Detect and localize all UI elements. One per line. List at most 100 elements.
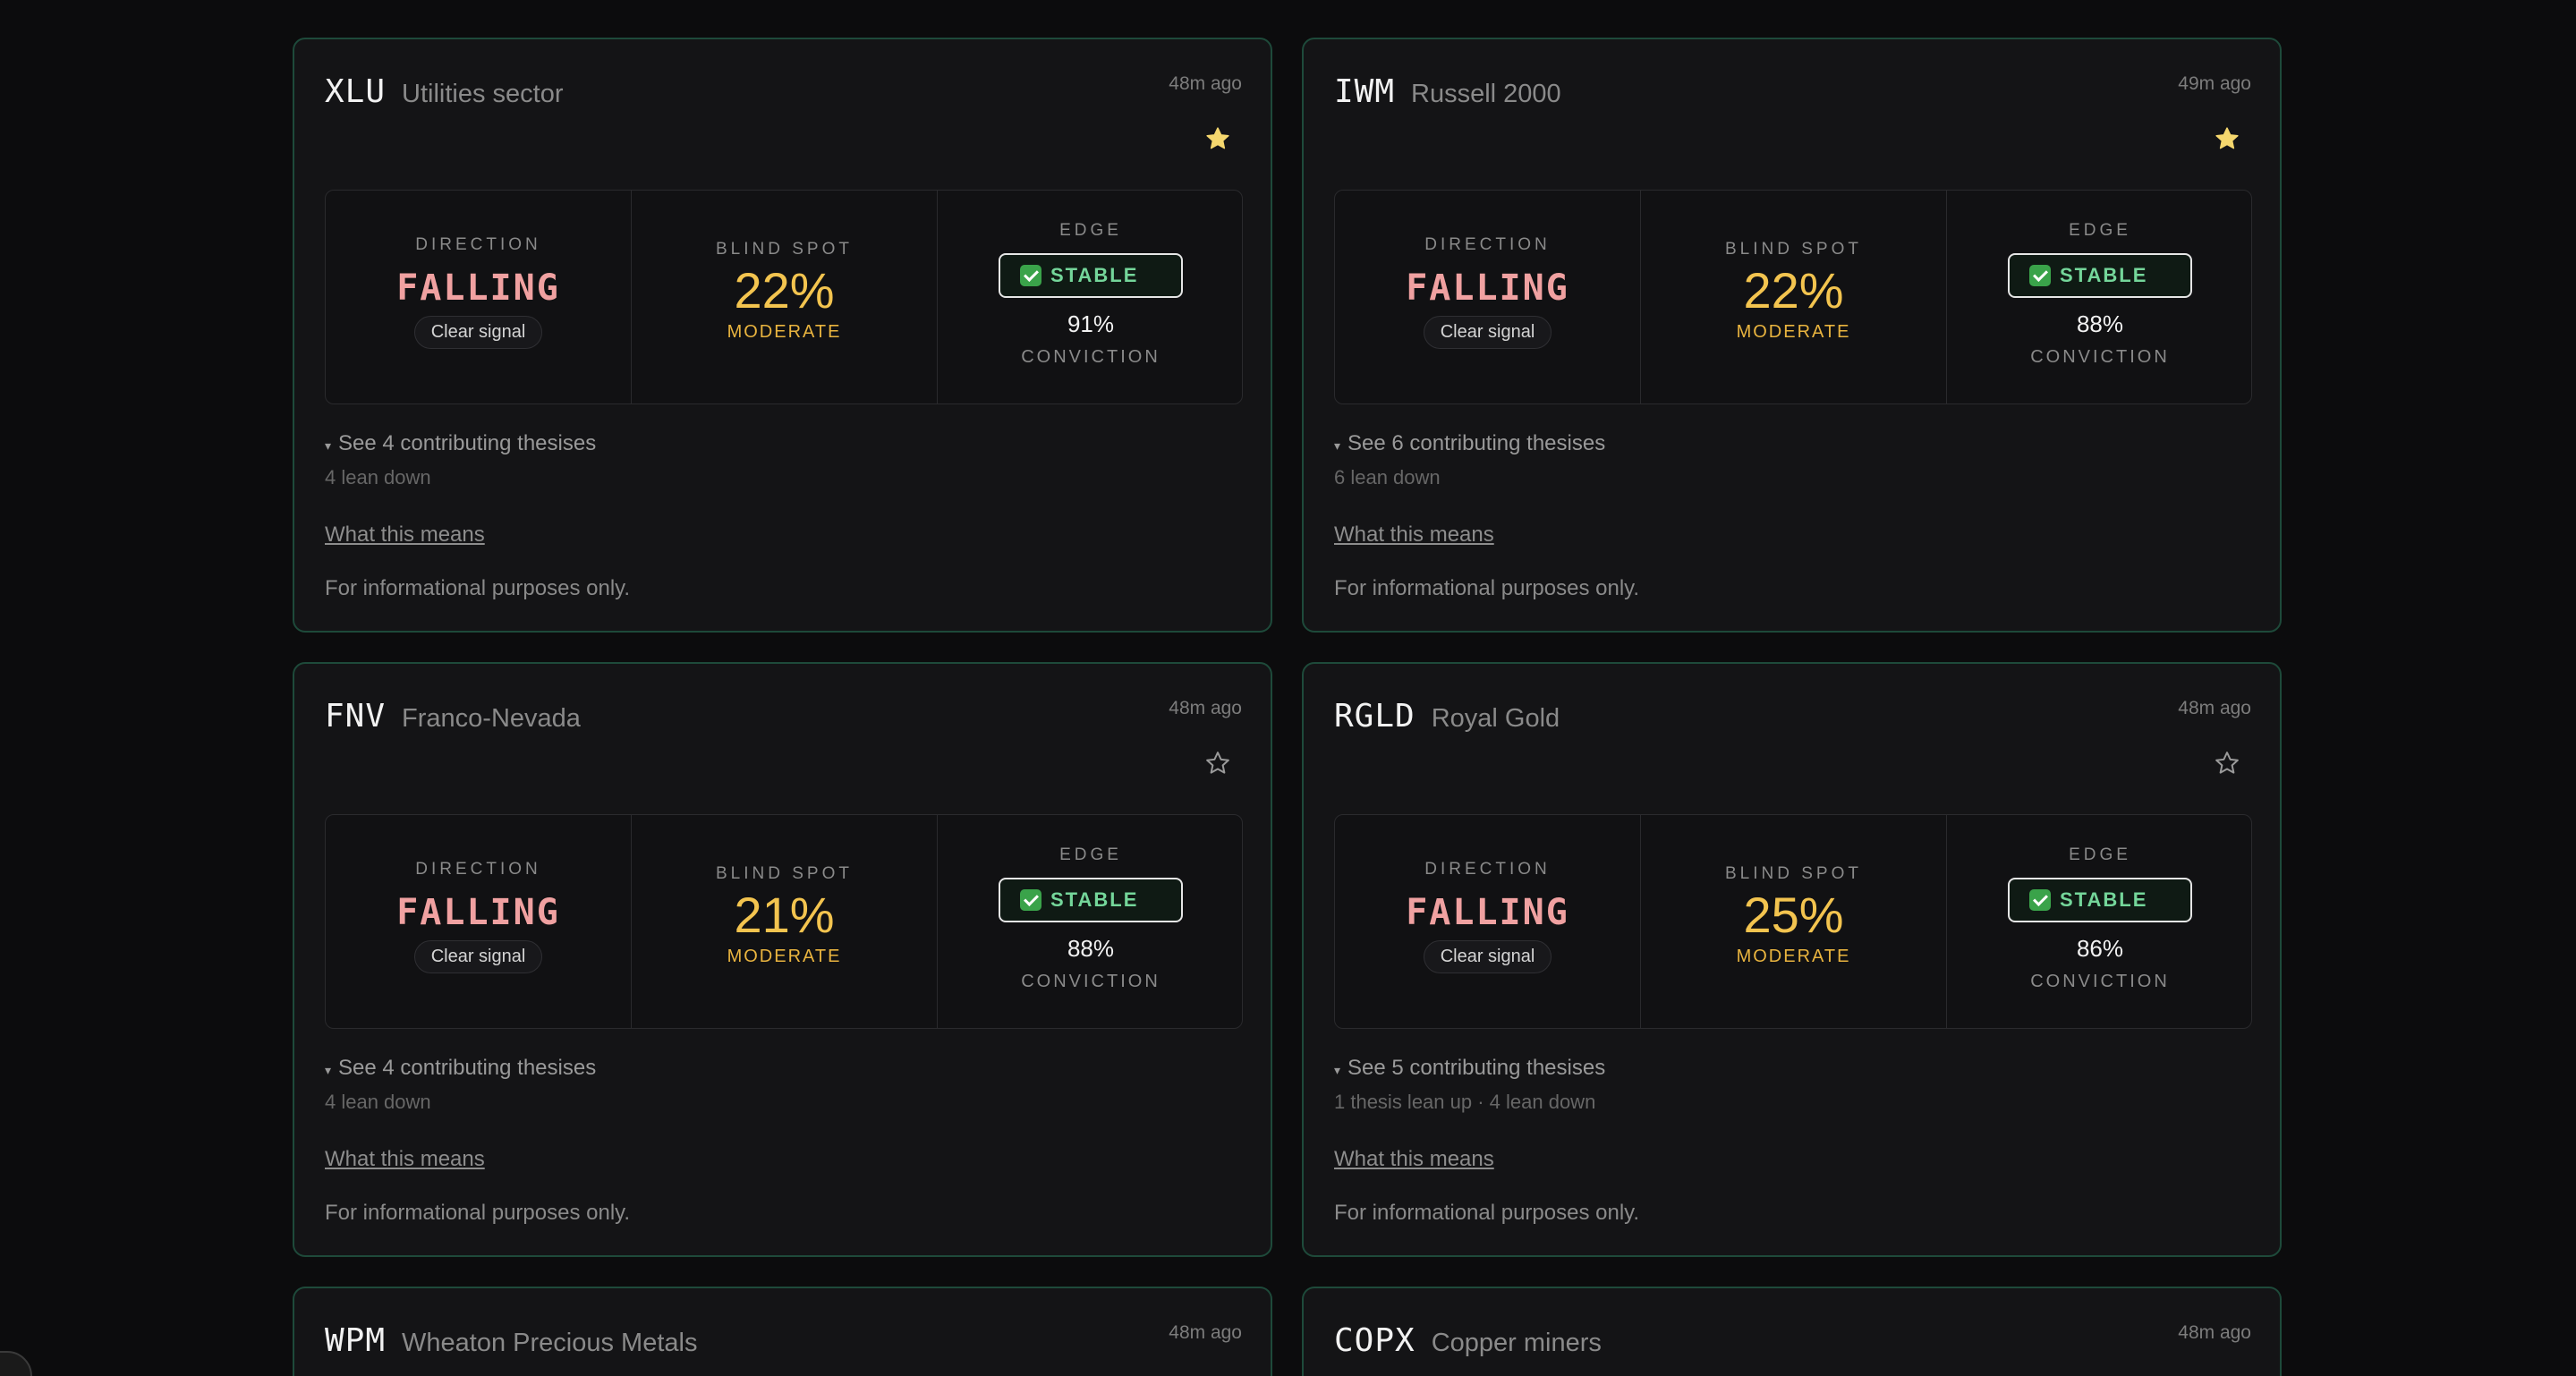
company-name: Utilities sector	[402, 80, 564, 108]
card-header: XLU Utilities sector	[325, 73, 564, 110]
blind-spot-level: MODERATE	[1736, 947, 1851, 966]
edge-status: STABLE	[2060, 264, 2148, 286]
contributing-theses-toggle[interactable]: ▾ See 6 contributing thesises	[1334, 431, 1605, 456]
ticker-card: XLU Utilities sector 48m ago DIRECTION F…	[293, 38, 1272, 633]
blind-spot-label: BLIND SPOT	[1725, 864, 1862, 883]
ticker-card: IWM Russell 2000 49m ago DIRECTION FALLI…	[1302, 38, 2282, 633]
caret-down-icon: ▾	[1334, 1063, 1341, 1077]
edge-label: EDGE	[2069, 845, 2131, 864]
ticker-card-grid: XLU Utilities sector 48m ago DIRECTION F…	[293, 38, 2282, 1376]
signal-stats: DIRECTION FALLING Clear signal BLIND SPO…	[325, 190, 1243, 404]
blind-spot-value: 22%	[734, 262, 835, 319]
edge-panel: EDGE STABLE 88% CONVICTION	[1947, 191, 2253, 403]
company-name: Russell 2000	[1411, 80, 1561, 108]
blind-spot-label: BLIND SPOT	[1725, 240, 1862, 259]
stable-badge: STABLE	[2008, 253, 2192, 298]
lean-summary: 4 lean down	[325, 1091, 431, 1113]
theses-text: See 4 contributing thesises	[338, 431, 597, 455]
conviction-value: 88%	[2076, 310, 2124, 337]
edge-panel: EDGE STABLE 88% CONVICTION	[938, 815, 1244, 1028]
card-header: RGLD Royal Gold	[1334, 698, 1560, 735]
star-filled-icon[interactable]	[2214, 125, 2240, 152]
star-outline-icon[interactable]	[2214, 750, 2240, 777]
clear-signal-pill[interactable]: Clear signal	[1423, 940, 1552, 973]
star-outline-icon[interactable]	[1204, 750, 1231, 777]
what-this-means-link[interactable]: What this means	[325, 1147, 485, 1171]
check-icon	[1020, 889, 1041, 911]
check-icon	[2029, 889, 2051, 911]
caret-down-icon: ▾	[1334, 438, 1341, 453]
theses-text: See 5 contributing thesises	[1348, 1056, 1606, 1080]
blind-spot-value: 25%	[1743, 887, 1844, 943]
card-header: COPX Copper miners	[1334, 1322, 1602, 1359]
ticker-symbol: WPM	[325, 1322, 387, 1359]
ticker-card: RGLD Royal Gold 48m ago DIRECTION FALLIN…	[1302, 662, 2282, 1257]
conviction-label: CONVICTION	[2030, 972, 2170, 991]
clear-signal-pill[interactable]: Clear signal	[1423, 316, 1552, 349]
what-this-means-link[interactable]: What this means	[325, 522, 485, 547]
blind-spot-value: 22%	[1743, 262, 1844, 319]
edge-panel: EDGE STABLE 91% CONVICTION	[938, 191, 1244, 403]
theses-text: See 6 contributing thesises	[1348, 431, 1606, 455]
updated-time: 48m ago	[1169, 73, 1242, 94]
contributing-theses-toggle[interactable]: ▾ See 5 contributing thesises	[1334, 1056, 1605, 1081]
conviction-label: CONVICTION	[2030, 347, 2170, 367]
clear-signal-pill[interactable]: Clear signal	[413, 316, 543, 349]
contributing-theses-toggle[interactable]: ▾ See 4 contributing thesises	[325, 431, 596, 456]
ticker-symbol: IWM	[1334, 73, 1396, 110]
edge-label: EDGE	[2069, 221, 2131, 240]
card-header: WPM Wheaton Precious Metals	[325, 1322, 697, 1359]
what-this-means-link[interactable]: What this means	[1334, 522, 1494, 547]
direction-value: FALLING	[1406, 268, 1569, 309]
ticker-card: COPX Copper miners 48m ago	[1302, 1287, 2282, 1376]
lean-summary: 6 lean down	[1334, 466, 1441, 488]
star-filled-icon[interactable]	[1204, 125, 1231, 152]
caret-down-icon: ▾	[325, 1063, 332, 1077]
conviction-value: 88%	[1067, 935, 1115, 962]
lean-summary: 4 lean down	[325, 466, 431, 488]
blind-spot-panel: BLIND SPOT 25% MODERATE	[1641, 815, 1947, 1028]
direction-value: FALLING	[396, 268, 560, 309]
blind-spot-label: BLIND SPOT	[716, 240, 853, 259]
direction-panel: DIRECTION FALLING Clear signal	[1335, 815, 1641, 1028]
conviction-value: 86%	[2076, 935, 2124, 962]
disclaimer-text: For informational purposes only.	[325, 1201, 631, 1225]
card-header: FNV Franco-Nevada	[325, 698, 581, 735]
updated-time: 48m ago	[1169, 1322, 1242, 1343]
stable-badge: STABLE	[2008, 878, 2192, 922]
direction-panel: DIRECTION FALLING Clear signal	[326, 815, 632, 1028]
caret-down-icon: ▾	[325, 438, 332, 453]
disclaimer-text: For informational purposes only.	[325, 576, 631, 600]
blind-spot-panel: BLIND SPOT 22% MODERATE	[632, 191, 938, 403]
ticker-symbol: XLU	[325, 73, 387, 110]
signal-stats: DIRECTION FALLING Clear signal BLIND SPO…	[1334, 814, 2252, 1029]
signal-stats: DIRECTION FALLING Clear signal BLIND SPO…	[325, 814, 1243, 1029]
updated-time: 48m ago	[2178, 698, 2251, 718]
company-name: Royal Gold	[1431, 704, 1560, 733]
edge-status: STABLE	[1050, 888, 1139, 911]
disclaimer-text: For informational purposes only.	[1334, 1201, 1640, 1225]
direction-panel: DIRECTION FALLING Clear signal	[326, 191, 632, 403]
direction-label: DIRECTION	[1424, 860, 1551, 879]
ticker-card: WPM Wheaton Precious Metals 48m ago	[293, 1287, 1272, 1376]
edge-status: STABLE	[1050, 264, 1139, 286]
stable-badge: STABLE	[999, 878, 1183, 922]
contributing-theses-toggle[interactable]: ▾ See 4 contributing thesises	[325, 1056, 596, 1081]
ticker-symbol: COPX	[1334, 1322, 1416, 1359]
ticker-card: FNV Franco-Nevada 48m ago DIRECTION FALL…	[293, 662, 1272, 1257]
direction-value: FALLING	[1406, 892, 1569, 933]
blind-spot-level: MODERATE	[727, 947, 842, 966]
clear-signal-pill[interactable]: Clear signal	[413, 940, 543, 973]
updated-time: 48m ago	[2178, 1322, 2251, 1343]
direction-label: DIRECTION	[1424, 235, 1551, 254]
check-icon	[1020, 265, 1041, 286]
blind-spot-value: 21%	[734, 887, 835, 943]
edge-label: EDGE	[1059, 845, 1122, 864]
conviction-label: CONVICTION	[1021, 347, 1160, 367]
blind-spot-label: BLIND SPOT	[716, 864, 853, 883]
what-this-means-link[interactable]: What this means	[1334, 1147, 1494, 1171]
edge-status: STABLE	[2060, 888, 2148, 911]
edge-panel: EDGE STABLE 86% CONVICTION	[1947, 815, 2253, 1028]
ticker-symbol: RGLD	[1334, 698, 1416, 735]
direction-label: DIRECTION	[415, 235, 541, 254]
